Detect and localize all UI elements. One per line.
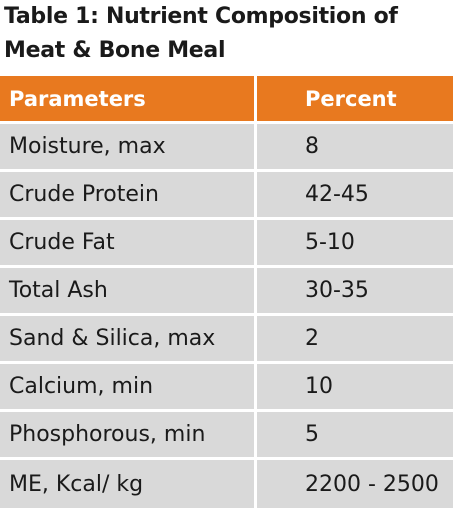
percent-cell: 42-45 [257,172,453,220]
parameter-cell: Moisture, max [0,124,257,172]
parameter-cell: Phosphorous, min [0,412,257,460]
parameter-cell: Sand & Silica, max [0,316,257,364]
table-row: Total Ash 30-35 [0,268,453,316]
table-title-line-2: Meat & Bone Meal [4,38,226,63]
table-row: Sand & Silica, max 2 [0,316,453,364]
table-row: Phosphorous, min 5 [0,412,453,460]
header-parameters: Parameters [0,76,257,124]
table-row: ME, Kcal/ kg 2200 - 2500 [0,460,453,508]
percent-cell: 5 [257,412,453,460]
table-title-line-1: Table 1: Nutrient Composition of [4,4,398,29]
percent-cell: 8 [257,124,453,172]
nutrient-table: Parameters Percent Moisture, max 8 Crude… [0,76,453,508]
table-row: Calcium, min 10 [0,364,453,412]
percent-cell: 30-35 [257,268,453,316]
percent-cell: 2200 - 2500 [257,460,453,508]
parameter-cell: Total Ash [0,268,257,316]
parameter-cell: Calcium, min [0,364,257,412]
table-row: Crude Fat 5-10 [0,220,453,268]
table-row: Moisture, max 8 [0,124,453,172]
parameter-cell: ME, Kcal/ kg [0,460,257,508]
table-title: Table 1: Nutrient Composition of Meat & … [4,0,449,68]
parameter-cell: Crude Protein [0,172,257,220]
percent-cell: 10 [257,364,453,412]
table-header-row: Parameters Percent [0,76,453,124]
header-percent: Percent [257,76,453,124]
percent-cell: 2 [257,316,453,364]
percent-cell: 5-10 [257,220,453,268]
table-row: Crude Protein 42-45 [0,172,453,220]
parameter-cell: Crude Fat [0,220,257,268]
